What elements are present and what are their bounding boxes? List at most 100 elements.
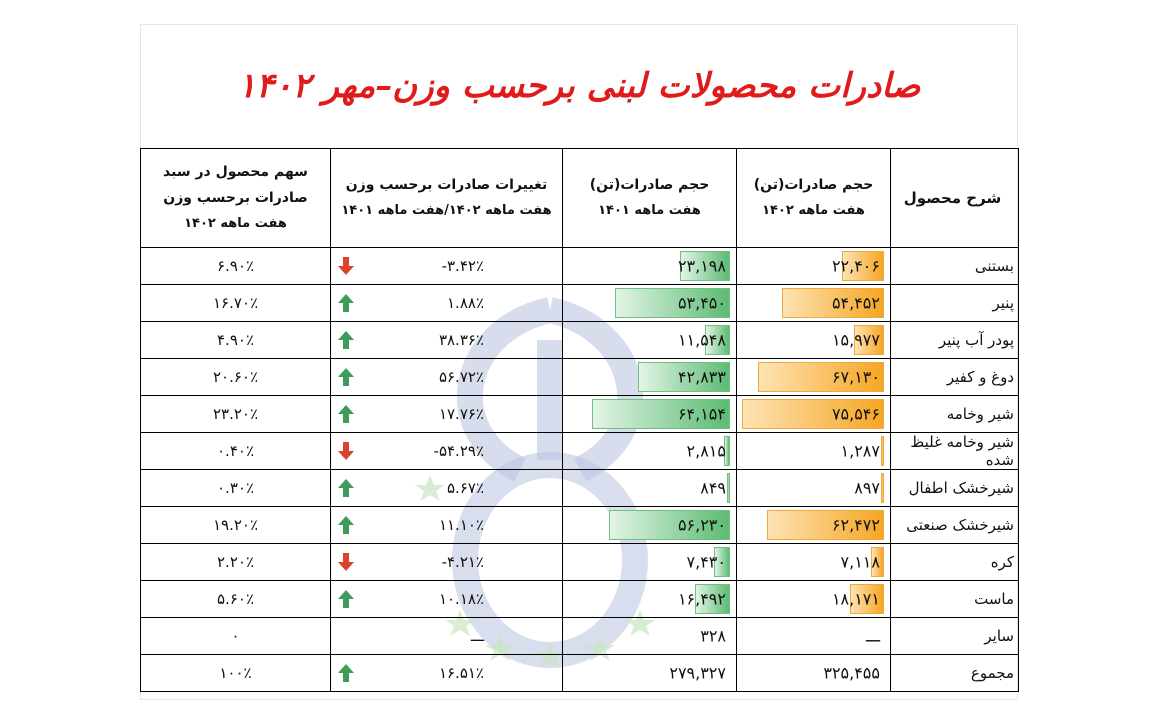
volume-1401-cell: ۵۶,۲۳۰ (562, 506, 737, 544)
share-value: ۰.۳۰٪ (217, 479, 254, 497)
share-cell: ۲۳.۲۰٪ (140, 395, 331, 433)
volume-1401-bar (724, 436, 730, 466)
table-row: شیر وخامه ۷۵,۵۴۶ ۶۴,۱۵۴ ۱۷.۷۶٪ ۲۳.۲۰٪ (140, 395, 1019, 433)
share-cell: ۱۶.۷۰٪ (140, 284, 331, 322)
share-value: ۵.۶۰٪ (217, 590, 254, 608)
volume-1401-bar (714, 547, 730, 577)
volume-1401-value: ۲,۸۱۵ (686, 441, 726, 461)
share-cell: ۰ (140, 617, 331, 655)
change-cell: ۱۰.۱۸٪ (330, 580, 563, 618)
volume-1401-cell: ۱۱,۵۴۸ (562, 321, 737, 359)
volume-1401-cell: ۱۶,۴۹۲ (562, 580, 737, 618)
volume-1401-cell: ۵۳,۴۵۰ (562, 284, 737, 322)
volume-1402-bar (854, 325, 884, 355)
volume-1401-bar (592, 399, 730, 429)
volume-1402-value: ۶۲,۴۷۲ (831, 515, 880, 535)
volume-1402-value: ۷,۱۱۸ (840, 552, 880, 572)
volume-1402-cell: ۱۸,۱۷۱ (736, 580, 891, 618)
arrow-up-icon (338, 368, 354, 386)
header-volume-1402: حجم صادرات(تن) هفت ماهه ۱۴۰۲ (736, 148, 891, 248)
header-change-period: هفت ماهه ۱۴۰۲/هفت ماهه ۱۴۰۱ (341, 203, 552, 218)
volume-1401-value: ۸۴۹ (700, 478, 726, 498)
change-value: ۵۶.۷۲٪ (438, 368, 484, 386)
volume-1402-bar (767, 510, 884, 540)
volume-1401-value: ۳۲۸ (700, 626, 726, 646)
product-name-cell: شیرخشک صنعتی (890, 506, 1019, 544)
product-name-cell: بستنی (890, 247, 1019, 285)
arrow-down-icon (338, 442, 354, 460)
product-name: پودر آب پنیر (938, 331, 1014, 349)
volume-1402-cell: ۶۷,۱۳۰ (736, 358, 891, 396)
volume-1402-value: ۳۲۵,۴۵۵ (823, 663, 880, 683)
change-value: ۱۱.۱۰٪ (438, 516, 484, 534)
volume-1402-bar (881, 436, 884, 466)
arrow-down-icon (338, 257, 354, 275)
change-value: -۵۴.۲۹٪ (433, 442, 484, 460)
volume-1402-value: ۷۵,۵۴۶ (831, 404, 880, 424)
product-name: شیر وخامه غلیظ شده (910, 433, 1014, 469)
volume-1401-cell: ۲,۸۱۵ (562, 432, 737, 470)
table-row: سایر ـــ ۳۲۸ ـــ ۰ (140, 617, 1019, 655)
share-value: ۲۰.۶۰٪ (212, 368, 259, 386)
volume-1401-cell: ۴۲,۸۳۳ (562, 358, 737, 396)
table-row: پودر آب پنیر ۱۵,۹۷۷ ۱۱,۵۴۸ ۳۸.۳۶٪ ۴.۹۰٪ (140, 321, 1019, 359)
header-change-label: تغییرات صادرات برحسب وزن (345, 177, 548, 193)
volume-1401-value: ۲۳,۱۹۸ (677, 256, 726, 276)
product-name: پنیر (992, 294, 1014, 312)
arrow-up-icon (338, 405, 354, 423)
product-name: شیر وخامه (946, 405, 1014, 423)
volume-1402-cell: ـــ (736, 617, 891, 655)
change-value: ۱۷.۷۶٪ (438, 405, 484, 423)
volume-1401-bar (680, 251, 730, 281)
product-name: شیرخشک اطفال (908, 479, 1014, 497)
share-cell: ۶.۹۰٪ (140, 247, 331, 285)
product-name: ماست (974, 590, 1014, 608)
change-value: ۳۸.۳۶٪ (438, 331, 484, 349)
header-volume-1401: حجم صادرات(تن) هفت ماهه ۱۴۰۱ (562, 148, 737, 248)
exports-table: شرح محصول حجم صادرات(تن) هفت ماهه ۱۴۰۲ ح… (140, 148, 1019, 692)
share-cell: ۴.۹۰٪ (140, 321, 331, 359)
volume-1402-cell: ۵۴,۴۵۲ (736, 284, 891, 322)
volume-1402-bar (758, 362, 884, 392)
product-name: کره (990, 553, 1014, 571)
volume-1401-bar (615, 288, 730, 318)
product-name-cell: شیر وخامه غلیظ شده (890, 432, 1019, 470)
share-value: ۰ (231, 627, 240, 645)
change-cell: ـــ (330, 617, 563, 655)
table-row: پنیر ۵۴,۴۵۲ ۵۳,۴۵۰ ۱.۸۸٪ ۱۶.۷۰٪ (140, 284, 1019, 322)
table-row: ماست ۱۸,۱۷۱ ۱۶,۴۹۲ ۱۰.۱۸٪ ۵.۶۰٪ (140, 580, 1019, 618)
arrow-up-icon (338, 294, 354, 312)
product-name: بستنی (974, 257, 1014, 275)
change-value: -۳.۴۲٪ (441, 257, 484, 275)
share-value: ۴.۹۰٪ (217, 331, 254, 349)
volume-1402-cell: ۱۵,۹۷۷ (736, 321, 891, 359)
header-share-line1: سهم محصول در سبد (163, 164, 308, 180)
header-name: شرح محصول (890, 148, 1019, 248)
share-value: ۲.۲۰٪ (217, 553, 254, 571)
volume-1401-cell: ۷,۴۳۰ (562, 543, 737, 581)
share-cell: ۰.۳۰٪ (140, 469, 331, 507)
volume-1402-value: ۸۹۷ (854, 478, 880, 498)
volume-1401-cell: ۲۳,۱۹۸ (562, 247, 737, 285)
product-name: مجموع (970, 664, 1014, 682)
volume-1401-bar (727, 473, 730, 503)
arrow-up-icon (338, 516, 354, 534)
volume-1401-value: ۱۱,۵۴۸ (677, 330, 726, 350)
arrow-up-icon (338, 331, 354, 349)
arrow-up-icon (338, 590, 354, 608)
product-name: سایر (984, 627, 1014, 645)
share-value: ۰.۴۰٪ (217, 442, 254, 460)
header-volume-1402-label: حجم صادرات(تن) (753, 177, 874, 193)
volume-1401-value: ۲۷۹,۳۲۷ (669, 663, 726, 683)
share-value: ۱۰۰٪ (219, 664, 252, 682)
change-cell: ۱۱.۱۰٪ (330, 506, 563, 544)
volume-1401-value: ۱۶,۴۹۲ (677, 589, 726, 609)
arrow-down-icon (338, 553, 354, 571)
volume-1401-value: ۵۶,۲۳۰ (677, 515, 726, 535)
header-share-period: هفت ماهه ۱۴۰۲ (184, 216, 287, 231)
share-cell: ۲۰.۶۰٪ (140, 358, 331, 396)
table-row: کره ۷,۱۱۸ ۷,۴۳۰ -۴.۲۱٪ ۲.۲۰٪ (140, 543, 1019, 581)
volume-1402-value: ۲۲,۴۰۶ (831, 256, 880, 276)
change-value: ۱۶.۵۱٪ (438, 664, 484, 682)
change-cell: ۱۷.۷۶٪ (330, 395, 563, 433)
